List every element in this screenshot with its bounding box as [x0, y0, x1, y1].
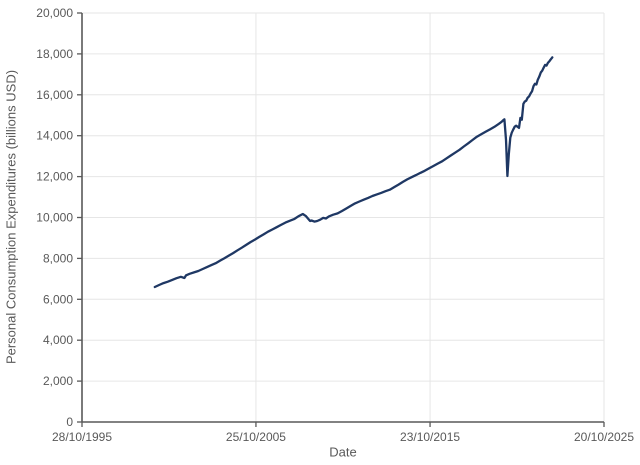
pce-data-line [153, 56, 554, 289]
y-tick-label: 6,000 [43, 292, 73, 306]
y-tick-label: 0 [66, 415, 73, 429]
gridlines [82, 12, 605, 422]
series-lines [153, 56, 554, 289]
x-axis-title: Date [329, 444, 357, 460]
y-tick-label: 12,000 [36, 170, 73, 184]
y-tick-label: 2,000 [43, 374, 73, 388]
x-tick-label: 25/10/2005 [226, 430, 286, 444]
tick-labels: 0 2,000 4,000 6,000 8,000 10,000 12,000 14,000 1… [36, 6, 634, 444]
tick-marks [77, 12, 605, 427]
y-tick-label: 18,000 [36, 47, 73, 61]
y-tick-label: 14,000 [36, 129, 73, 143]
y-tick-label: 16,000 [36, 88, 73, 102]
y-tick-label: 10,000 [36, 211, 73, 225]
y-tick-label: 20,000 [36, 6, 73, 20]
x-tick-label: 20/10/2025 [574, 430, 634, 444]
x-tick-label: 23/10/2015 [400, 430, 460, 444]
y-tick-label: 4,000 [43, 333, 73, 347]
x-tick-label: 28/10/1995 [52, 430, 112, 444]
y-tick-label: 8,000 [43, 251, 73, 265]
